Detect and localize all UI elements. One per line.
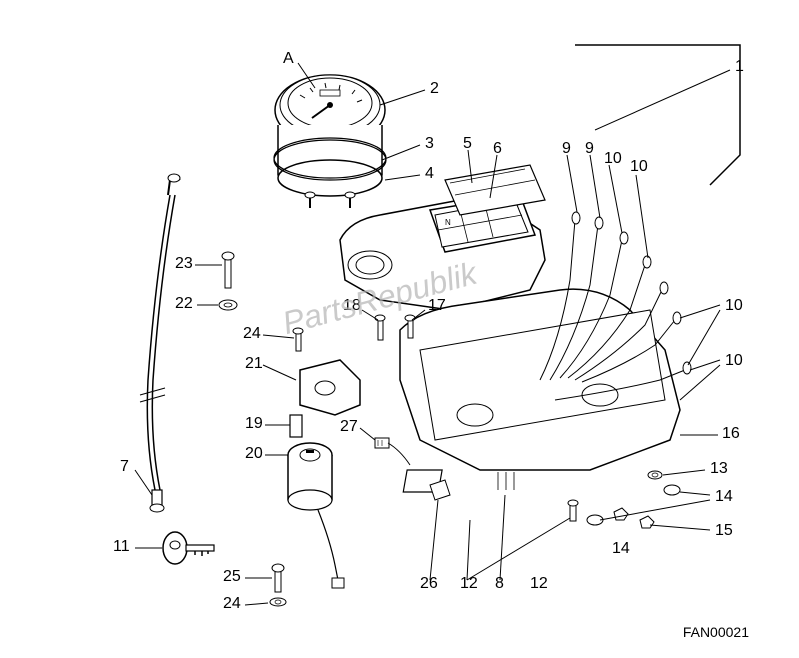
label-a: A <box>283 50 294 68</box>
callout-3: 3 <box>425 135 434 153</box>
part-code: FAN00021 <box>683 624 749 640</box>
callout-11: 11 <box>113 538 130 556</box>
key <box>163 532 214 564</box>
callout-18: 18 <box>343 297 361 315</box>
callout-14a: 14 <box>715 488 733 506</box>
callout-21: 21 <box>245 355 263 373</box>
callout-8: 8 <box>495 575 504 593</box>
callout-17: 17 <box>428 297 446 315</box>
callout-13: 13 <box>710 460 728 478</box>
callout-12b: 12 <box>530 575 548 593</box>
callout-9a: 9 <box>562 140 571 158</box>
callout-10d: 10 <box>725 352 743 370</box>
callout-22: 22 <box>175 295 193 313</box>
callout-27: 27 <box>340 418 358 436</box>
callout-1: 1 <box>735 58 744 76</box>
svg-text:N: N <box>445 218 451 227</box>
parts-diagram: N <box>0 0 799 658</box>
callout-23: 23 <box>175 255 193 273</box>
callout-16: 16 <box>722 425 740 443</box>
callout-24a: 24 <box>243 325 261 343</box>
callout-9b: 9 <box>585 140 594 158</box>
callout-25: 25 <box>223 568 241 586</box>
ignition-switch <box>288 360 360 588</box>
gauge-assembly <box>274 75 386 208</box>
callout-12a: 12 <box>460 575 478 593</box>
callout-4: 4 <box>425 165 434 183</box>
callout-15: 15 <box>715 522 733 540</box>
callout-10b: 10 <box>630 158 648 176</box>
callout-10c: 10 <box>725 297 743 315</box>
callout-7: 7 <box>120 458 129 476</box>
callout-24b: 24 <box>223 595 241 613</box>
cable <box>140 174 180 512</box>
callout-20: 20 <box>245 445 263 463</box>
callout-26: 26 <box>420 575 438 593</box>
callout-19: 19 <box>245 415 263 433</box>
callout-14b: 14 <box>612 540 630 558</box>
callout-10a: 10 <box>604 150 622 168</box>
callout-6: 6 <box>493 140 502 158</box>
callout-5: 5 <box>463 135 472 153</box>
callout-2: 2 <box>430 80 439 98</box>
